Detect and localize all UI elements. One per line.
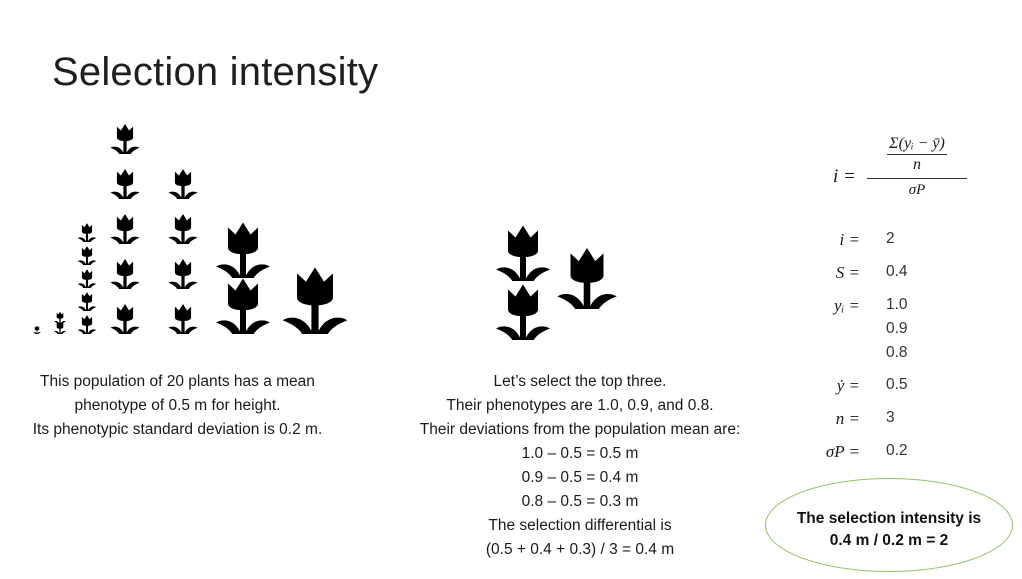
population-line: This population of 20 plants has a mean [40, 373, 315, 390]
tulip-icon [496, 225, 550, 281]
selection-description: Let’s select the top three. Their phenot… [385, 370, 775, 562]
selection-line: Their deviations from the population mea… [419, 421, 741, 438]
variable-value: 0.9 [886, 320, 908, 337]
tulip-icon [77, 315, 97, 334]
variable-value: 0.4 [886, 263, 908, 280]
variable-value: 0.5 [886, 376, 908, 393]
variable-value: 0.8 [886, 344, 908, 361]
slide-title: Selection intensity [52, 50, 379, 94]
variable-row: yᵢ = 1.0 [790, 296, 940, 320]
tulip-icon [282, 267, 348, 334]
result-line: 0.4 m / 0.2 m = 2 [829, 532, 949, 549]
tulip-icon [168, 259, 198, 289]
tulip-icon [54, 321, 66, 334]
variable-row: S = 0.4 [790, 263, 940, 287]
variable-value: 1.0 [886, 296, 908, 313]
tulip-icon [110, 259, 140, 289]
formula-denominator: σP [908, 182, 926, 198]
variable-row: n = 3 [790, 409, 940, 433]
tulip-icon [496, 284, 550, 340]
variable-symbol: S = [835, 263, 860, 282]
variable-symbol: n = [835, 409, 860, 428]
variable-value: 2 [886, 230, 895, 247]
tulip-icon [216, 222, 270, 278]
tulip-icon [110, 124, 140, 154]
variable-row: 0.8 [790, 344, 940, 368]
selection-intensity-formula: i = Σ(yᵢ − ȳ) n σP [825, 130, 975, 210]
population-line: Its phenotypic standard deviation is 0.2… [32, 421, 323, 438]
result-line: The selection intensity is [796, 510, 982, 527]
variable-row: i = 2 [790, 230, 940, 254]
fraction-bar [867, 178, 967, 179]
variable-row: ẏ = 0.5 [790, 376, 940, 400]
variable-row: 0.9 [790, 320, 940, 344]
selection-line: 0.9 – 0.5 = 0.4 m [521, 469, 639, 486]
variable-symbol: i = [839, 230, 860, 249]
population-line: phenotype of 0.5 m for height. [74, 397, 281, 414]
variable-symbol: ẏ = [836, 376, 860, 395]
variable-value: 3 [886, 409, 895, 426]
tulip-icon [77, 292, 97, 311]
tulip-icon [557, 247, 617, 309]
variable-symbol: yᵢ = [834, 296, 860, 315]
tulip-icon [77, 269, 97, 288]
tulip-icon [216, 278, 270, 334]
tulip-icon [110, 304, 140, 334]
tulip-icon [168, 169, 198, 199]
formula-inner-denominator: n [913, 156, 921, 173]
tulip-icon [32, 325, 42, 334]
tulip-icon [110, 214, 140, 244]
tulip-icon [168, 304, 198, 334]
tulip-icon [168, 214, 198, 244]
tulip-icon [110, 169, 140, 199]
tulip-icon [54, 311, 66, 324]
selection-line: 0.8 – 0.5 = 0.3 m [521, 493, 639, 510]
selection-line: Their phenotypes are 1.0, 0.9, and 0.8. [446, 397, 714, 414]
variable-value: 0.2 [886, 442, 908, 459]
variable-symbol: σP = [825, 442, 860, 461]
selection-line: Let’s select the top three. [493, 373, 667, 390]
formula-lhs: i = [833, 166, 856, 187]
formula-numerator: Σ(yᵢ − ȳ) [887, 135, 947, 155]
variable-row: σP = 0.2 [790, 442, 940, 466]
population-description: This population of 20 plants has a mean … [0, 370, 355, 442]
selection-line: The selection differential is [488, 517, 672, 534]
result-callout: The selection intensity is 0.4 m / 0.2 m… [765, 478, 1013, 572]
selection-line: (0.5 + 0.4 + 0.3) / 3 = 0.4 m [485, 541, 675, 558]
tulip-icon [77, 223, 97, 242]
selection-line: 1.0 – 0.5 = 0.5 m [521, 445, 639, 462]
tulip-icon [77, 246, 97, 265]
